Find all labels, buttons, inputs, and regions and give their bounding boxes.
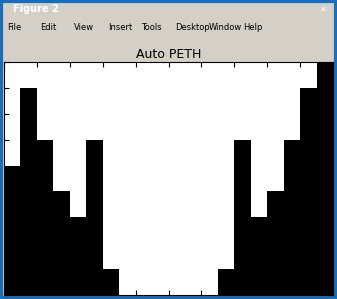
Bar — [37, 140, 53, 295]
Text: ✕: ✕ — [320, 4, 327, 13]
Bar — [267, 191, 284, 295]
Text: File: File — [7, 22, 21, 31]
Bar — [284, 140, 300, 295]
Text: Edit: Edit — [40, 22, 57, 31]
Bar — [86, 140, 103, 295]
Title: Auto PETH: Auto PETH — [136, 48, 201, 61]
Bar — [4, 166, 21, 295]
Bar — [218, 269, 234, 295]
Bar — [300, 88, 316, 295]
Bar — [251, 217, 267, 295]
Bar — [21, 88, 37, 295]
Bar — [103, 269, 119, 295]
Text: Figure 2: Figure 2 — [13, 4, 59, 14]
Bar — [53, 191, 70, 295]
Text: Window: Window — [209, 22, 242, 31]
Text: Insert: Insert — [108, 22, 132, 31]
Text: Help: Help — [243, 22, 262, 31]
Text: Tools: Tools — [142, 22, 162, 31]
Bar — [316, 62, 333, 295]
Text: View: View — [74, 22, 94, 31]
Text: Desktop: Desktop — [175, 22, 210, 31]
Bar — [234, 140, 251, 295]
Bar — [70, 217, 86, 295]
